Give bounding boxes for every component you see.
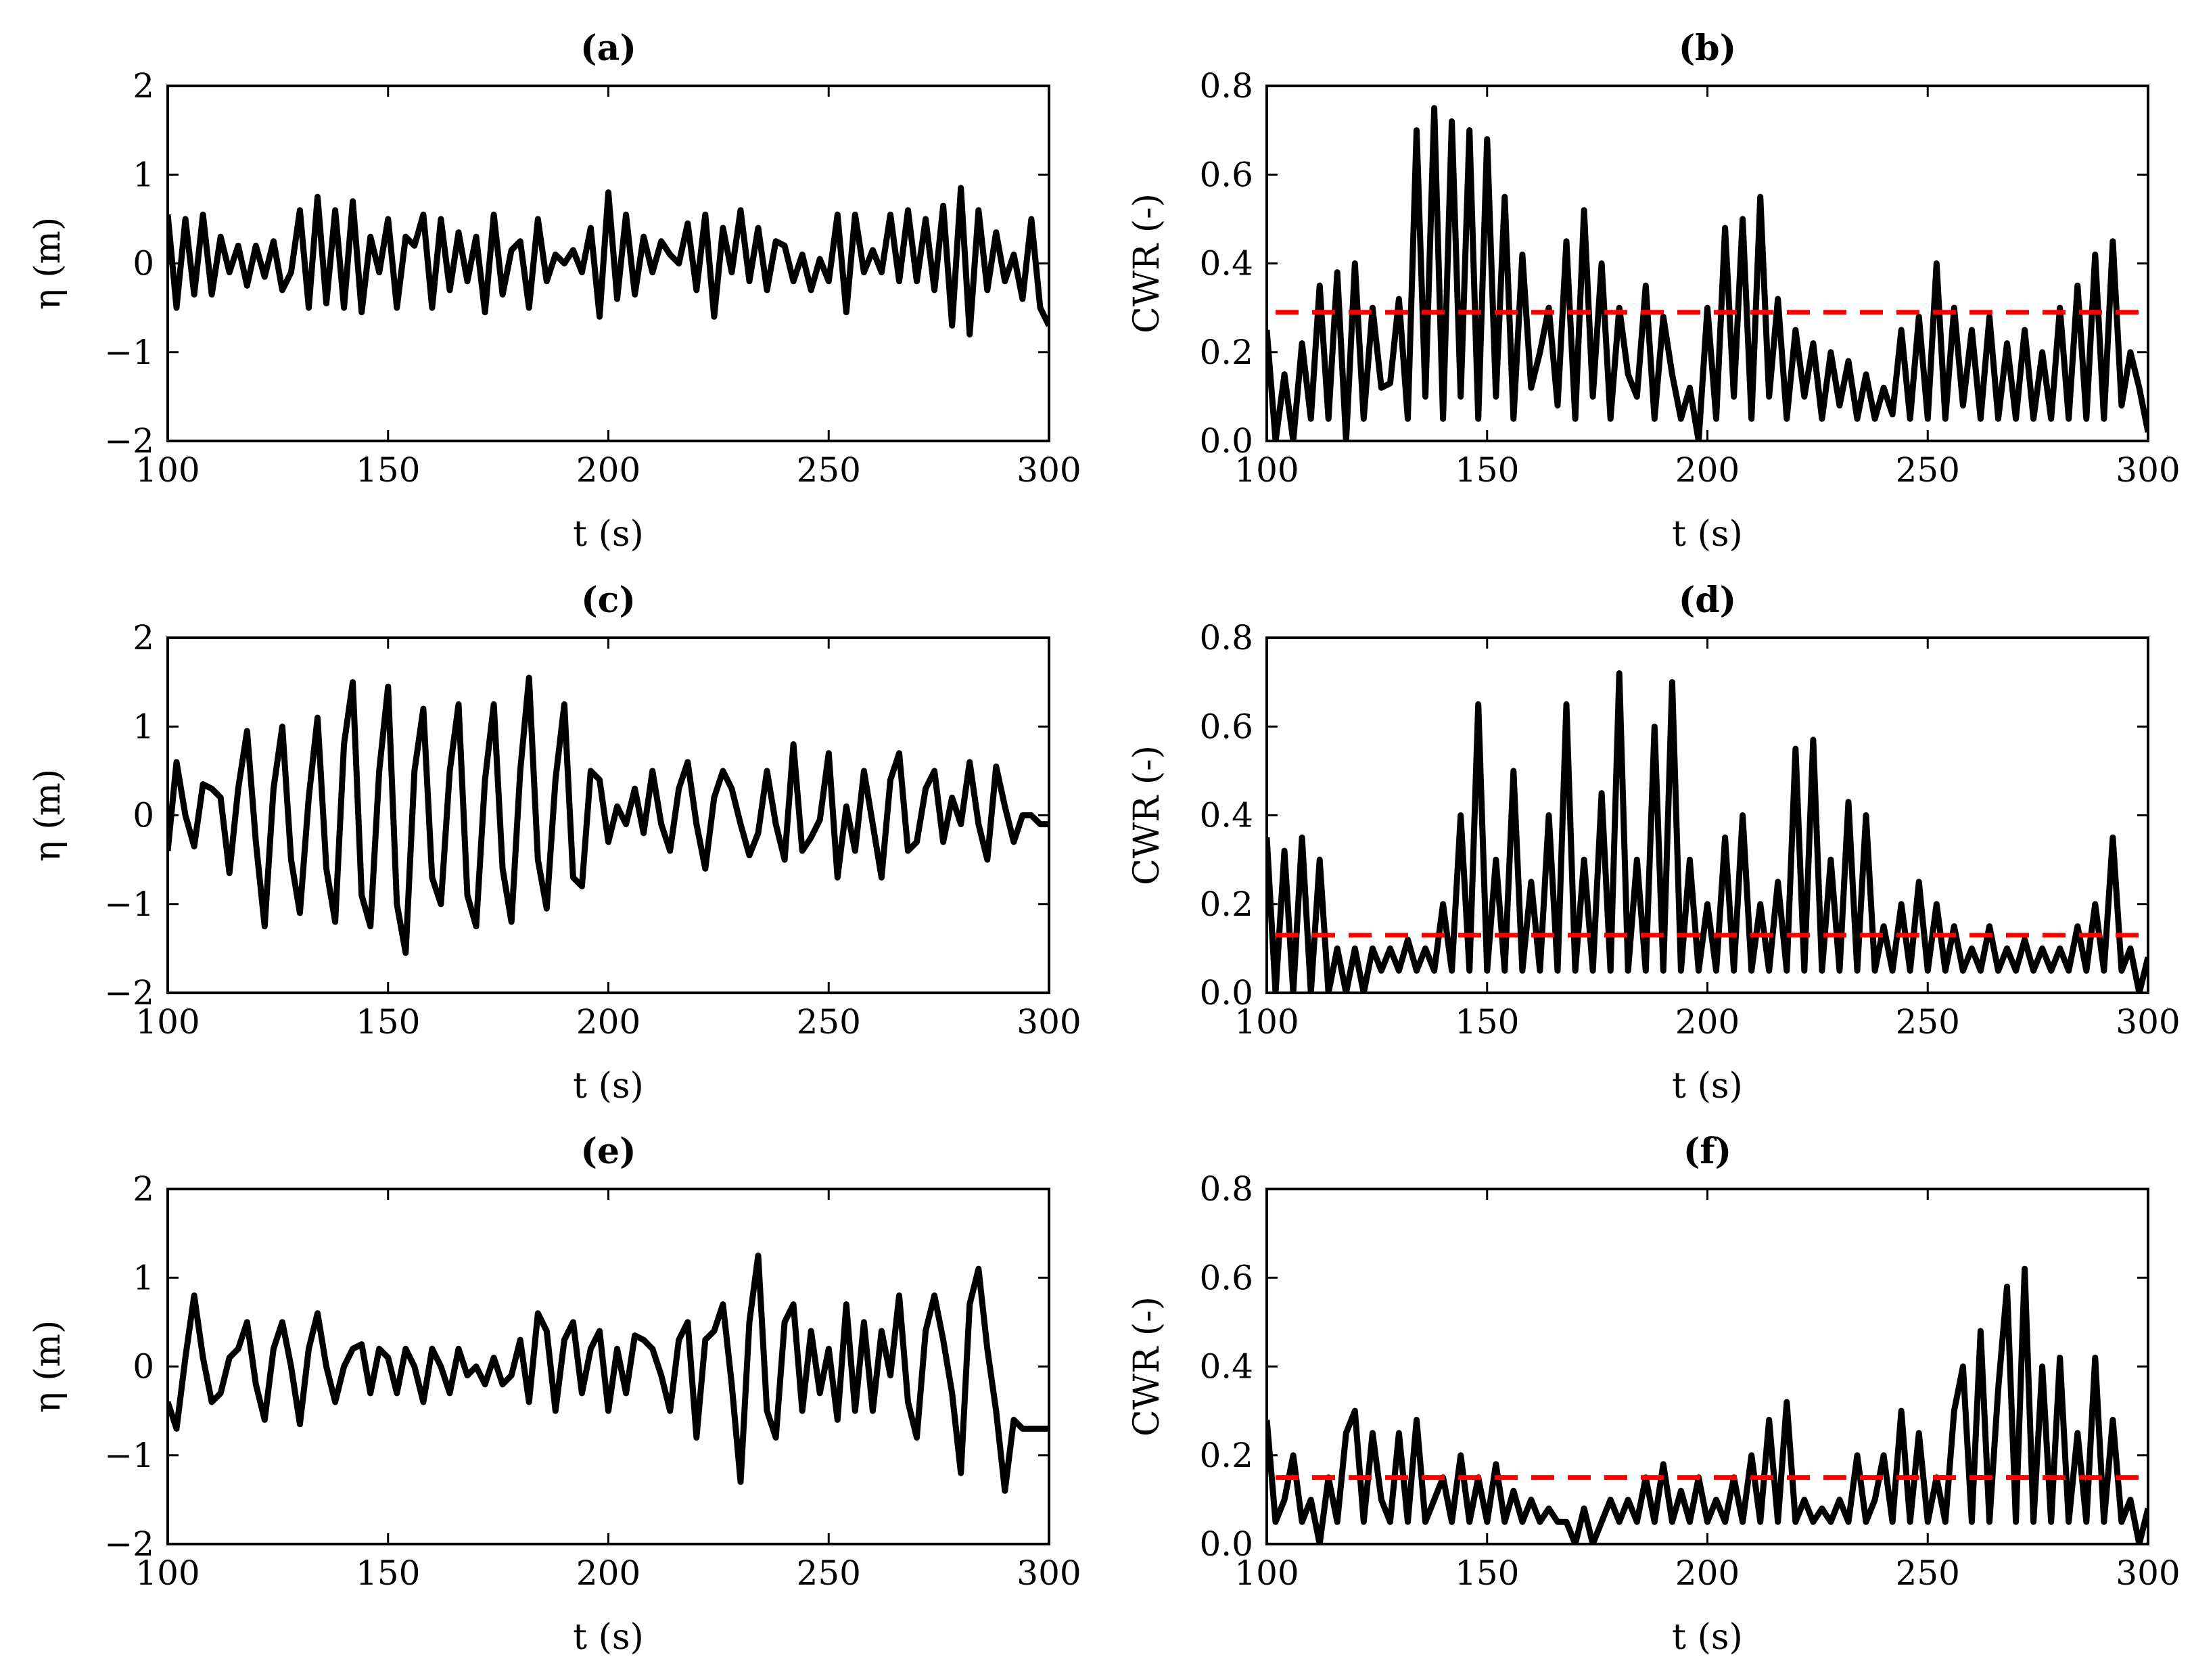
y-axis-label: CWR (-) bbox=[1127, 1297, 1167, 1437]
y-tick-label: 0.2 bbox=[1199, 1436, 1253, 1475]
panel-d: (d) 100 150 200 250 300 0.0 0.2 0.4 0.6 0.8 t (s) CW… bbox=[1127, 580, 2181, 1106]
panel-title: (d) bbox=[1679, 580, 1737, 621]
y-tick-label: −2 bbox=[104, 1524, 154, 1564]
y-tick-label: 0.0 bbox=[1199, 1524, 1253, 1564]
y-tick-label: 1 bbox=[133, 155, 154, 194]
x-axis-label: t (s) bbox=[1672, 514, 1743, 555]
y-tick-label: −1 bbox=[104, 885, 154, 924]
x-tick-label: 200 bbox=[1675, 1554, 1740, 1593]
y-tick-label: 0.2 bbox=[1199, 333, 1253, 372]
x-axis-label: t (s) bbox=[1672, 1617, 1743, 1658]
x-tick-label: 300 bbox=[1017, 450, 1081, 490]
x-tick-label: 100 bbox=[135, 1554, 200, 1593]
x-tick-label: 300 bbox=[2116, 450, 2180, 490]
x-tick-label: 100 bbox=[1234, 1554, 1299, 1593]
panel-a: (a) 100 150 200 250 300 −2 −1 0 1 2 t (s) η (m) bbox=[28, 28, 1081, 555]
x-tick-label: 150 bbox=[356, 1554, 420, 1593]
x-tick-label: 250 bbox=[1896, 450, 1960, 490]
y-tick-label: 2 bbox=[133, 618, 154, 657]
x-tick-label: 150 bbox=[356, 450, 420, 490]
y-tick-label: 0.6 bbox=[1199, 707, 1253, 746]
y-tick-label: 0.4 bbox=[1199, 244, 1253, 283]
y-tick-label: 0.8 bbox=[1199, 618, 1253, 657]
series-line bbox=[168, 674, 1049, 956]
y-axis-label: η (m) bbox=[28, 217, 68, 310]
panel-title: (a) bbox=[580, 28, 636, 69]
y-tick-label: 0.4 bbox=[1199, 1347, 1253, 1386]
y-tick-label: 0.6 bbox=[1199, 155, 1253, 194]
panel-f: (f) 100 150 200 250 300 0.0 0.2 0.4 0.6 0.8 t (s) CW… bbox=[1127, 1131, 2181, 1658]
x-tick-label: 300 bbox=[1017, 1554, 1081, 1593]
x-tick-label: 100 bbox=[135, 450, 200, 490]
x-tick-label: 100 bbox=[1234, 450, 1299, 490]
series-line bbox=[1267, 670, 2148, 993]
panel-title: (f) bbox=[1683, 1131, 1732, 1172]
y-axis-label: CWR (-) bbox=[1127, 193, 1167, 333]
x-axis-label: t (s) bbox=[1672, 1066, 1743, 1106]
x-tick-label: 200 bbox=[576, 1554, 640, 1593]
x-tick-label: 300 bbox=[2116, 1002, 2180, 1042]
y-tick-label: 0 bbox=[133, 244, 154, 283]
plot-frame bbox=[166, 636, 1050, 994]
y-tick-label: 2 bbox=[133, 66, 154, 106]
x-axis-label: t (s) bbox=[573, 1066, 644, 1106]
y-axis-label: η (m) bbox=[28, 1320, 68, 1414]
y-tick-label: 0 bbox=[133, 1347, 154, 1386]
x-tick-label: 100 bbox=[1234, 1002, 1299, 1042]
panel-c: (c) 100 150 200 250 300 −2 −1 0 1 2 t (s) η (m) bbox=[28, 580, 1081, 1106]
x-tick-label: 150 bbox=[1455, 450, 1519, 490]
y-tick-label: −1 bbox=[104, 333, 154, 372]
x-tick-label: 250 bbox=[797, 450, 861, 490]
y-tick-label: 2 bbox=[133, 1169, 154, 1209]
y-tick-label: −2 bbox=[104, 973, 154, 1012]
y-tick-label: 0.0 bbox=[1199, 421, 1253, 461]
y-tick-label: 1 bbox=[133, 1258, 154, 1297]
y-tick-label: 0.8 bbox=[1199, 66, 1253, 106]
series-line bbox=[168, 1252, 1049, 1494]
x-tick-label: 200 bbox=[1675, 1002, 1740, 1042]
x-tick-label: 200 bbox=[576, 1002, 640, 1042]
series-line bbox=[1267, 1265, 2148, 1544]
y-tick-label: 1 bbox=[133, 707, 154, 746]
x-tick-label: 100 bbox=[135, 1002, 200, 1042]
panel-title: (e) bbox=[580, 1131, 636, 1172]
panel-title: (b) bbox=[1679, 28, 1737, 69]
x-axis-label: t (s) bbox=[573, 514, 644, 555]
plot-frame bbox=[1265, 636, 2149, 994]
y-tick-label: 0.8 bbox=[1199, 1169, 1253, 1209]
x-tick-label: 200 bbox=[1675, 450, 1740, 490]
panel-title: (c) bbox=[581, 580, 636, 621]
x-tick-label: 200 bbox=[576, 450, 640, 490]
x-tick-label: 150 bbox=[1455, 1002, 1519, 1042]
x-tick-label: 150 bbox=[1455, 1554, 1519, 1593]
y-tick-label: −2 bbox=[104, 421, 154, 461]
y-axis-label: η (m) bbox=[28, 769, 68, 862]
y-tick-label: 0.4 bbox=[1199, 796, 1253, 835]
y-tick-label: 0.2 bbox=[1199, 885, 1253, 924]
x-axis-label: t (s) bbox=[573, 1617, 644, 1658]
panel-b: (b) 100 150 200 250 300 0.0 0.2 0.4 0.6 0.8 t (s) CW… bbox=[1127, 28, 2181, 555]
x-tick-label: 300 bbox=[1017, 1002, 1081, 1042]
y-tick-label: 0 bbox=[133, 796, 154, 835]
y-tick-label: 0.0 bbox=[1199, 973, 1253, 1012]
plot-frame bbox=[166, 1188, 1050, 1545]
y-tick-label: −1 bbox=[104, 1436, 154, 1475]
series-line bbox=[168, 185, 1049, 337]
x-tick-label: 250 bbox=[1896, 1554, 1960, 1593]
x-tick-label: 250 bbox=[1896, 1002, 1960, 1042]
panel-e: (e) 100 150 200 250 300 −2 −1 0 1 2 t (s) η (m) bbox=[28, 1131, 1081, 1658]
series-line bbox=[1267, 105, 2148, 441]
x-tick-label: 150 bbox=[356, 1002, 420, 1042]
x-tick-label: 250 bbox=[797, 1002, 861, 1042]
x-tick-label: 250 bbox=[797, 1554, 861, 1593]
y-tick-label: 0.6 bbox=[1199, 1258, 1253, 1297]
x-tick-label: 300 bbox=[2116, 1554, 2180, 1593]
y-axis-label: CWR (-) bbox=[1127, 745, 1167, 885]
plot-frame bbox=[1265, 85, 2149, 442]
